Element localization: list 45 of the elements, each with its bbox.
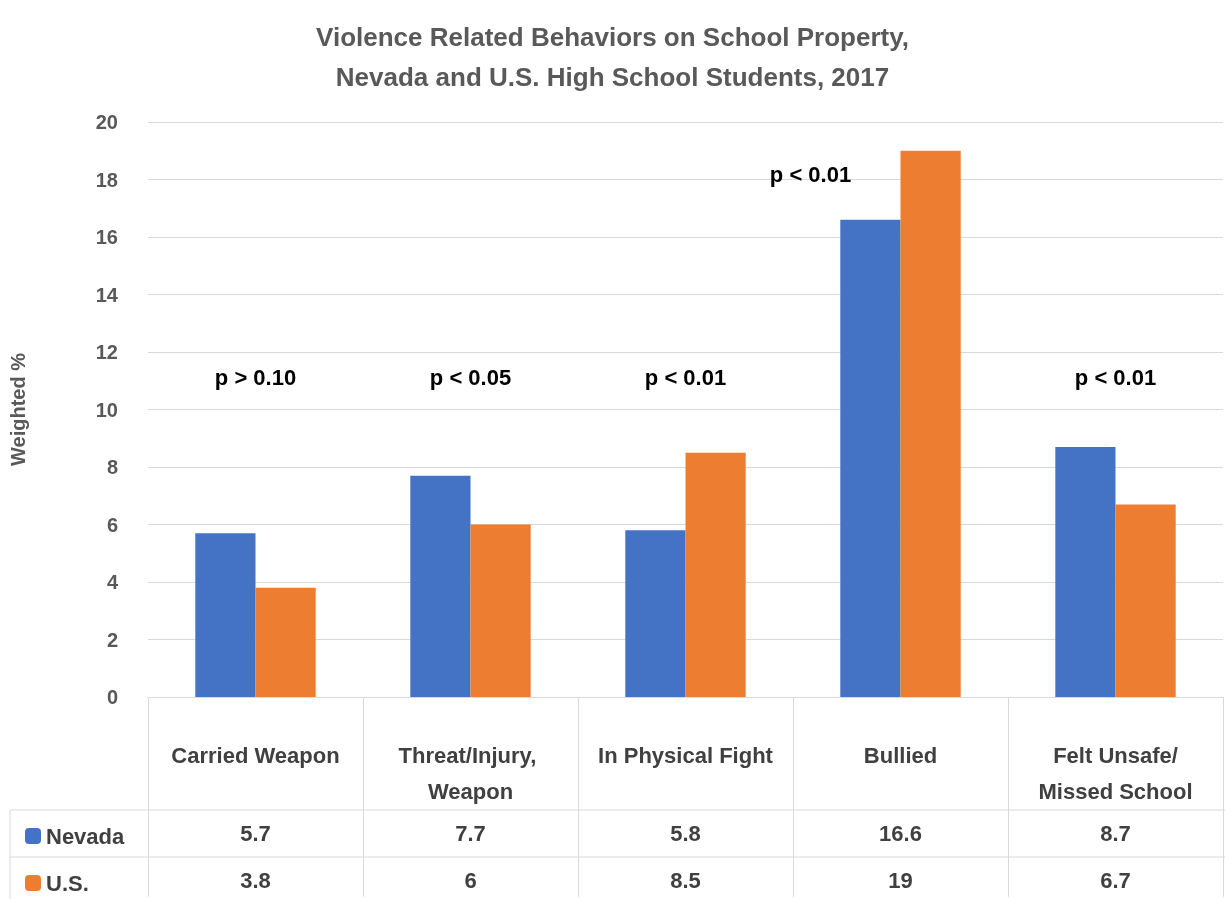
y-tick-label: 2 xyxy=(106,628,118,651)
x-tick-label: Bullied xyxy=(863,742,938,768)
legend-label: U.S. xyxy=(46,870,89,896)
data-label: 19 xyxy=(888,867,913,893)
data-label: 6 xyxy=(464,867,477,893)
y-tick-label: 14 xyxy=(95,283,119,306)
annotation: p < 0.01 xyxy=(1074,365,1157,391)
annotation: p > 0.10 xyxy=(214,365,297,391)
data-label: 16.6 xyxy=(879,820,922,846)
bar xyxy=(470,524,531,697)
bar xyxy=(1055,446,1116,697)
x-tick-label: Felt Unsafe/Missed School xyxy=(1038,742,1193,804)
data-label: 3.8 xyxy=(240,867,271,893)
y-tick-label: 16 xyxy=(95,226,118,248)
x-tick-label: In Physical Fight xyxy=(598,742,774,768)
bar xyxy=(900,150,961,697)
annotation: p < 0.01 xyxy=(644,365,727,391)
data-label: 7.7 xyxy=(455,820,486,846)
data-label: 8.5 xyxy=(670,867,701,893)
y-tick-label: 6 xyxy=(106,513,118,536)
annotation: p < 0.01 xyxy=(769,162,852,188)
bar xyxy=(410,475,471,697)
y-tick-label: 4 xyxy=(106,571,119,593)
y-axis-title: Weighted % xyxy=(7,352,29,466)
y-tick-label: 10 xyxy=(95,398,118,421)
y-tick-label: 18 xyxy=(95,168,118,191)
y-tick-label: 12 xyxy=(95,341,118,363)
bar xyxy=(840,219,901,697)
bar xyxy=(195,533,256,697)
data-label: 5.7 xyxy=(240,820,271,846)
y-tick-label: 8 xyxy=(106,456,118,478)
legend-label: Nevada xyxy=(46,823,126,849)
chart-title: Violence Related Behaviors on School Property, Nevada and U.S. High School Students, 2017 xyxy=(316,22,909,92)
data-label: 5.8 xyxy=(670,820,701,846)
y-tick-label: 0 xyxy=(106,686,118,708)
y-tick-label: 20 xyxy=(95,111,118,133)
annotation: p < 0.05 xyxy=(429,365,512,391)
data-label: 6.7 xyxy=(1100,867,1131,893)
bar xyxy=(1115,504,1176,697)
data-label: 8.7 xyxy=(1100,820,1131,846)
bar xyxy=(685,452,746,697)
bar xyxy=(625,530,686,697)
bar xyxy=(255,587,316,697)
x-tick-label: Carried Weapon xyxy=(171,742,340,768)
x-tick-label: Threat/Injury, Weapon xyxy=(398,742,543,804)
